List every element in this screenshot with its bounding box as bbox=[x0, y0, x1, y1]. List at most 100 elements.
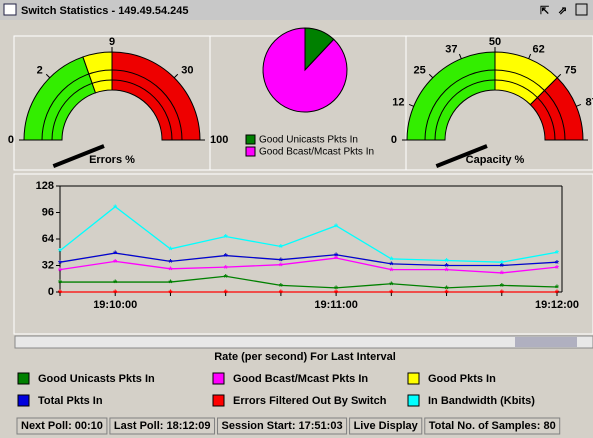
gauge-needle bbox=[435, 144, 488, 168]
y-tick-label: 32 bbox=[42, 259, 54, 271]
minimize-button[interactable]: ⇱ bbox=[540, 5, 549, 17]
point-marker: * bbox=[555, 289, 559, 300]
legend-label: Total Pkts In bbox=[38, 395, 103, 407]
gauge-tick bbox=[428, 73, 434, 79]
point-marker: * bbox=[445, 285, 449, 296]
close-button[interactable] bbox=[575, 3, 588, 16]
scrollbar[interactable] bbox=[14, 335, 593, 349]
point-marker: * bbox=[500, 262, 504, 273]
point-marker: * bbox=[58, 279, 62, 290]
gauge-tick bbox=[173, 73, 179, 79]
gauge-tick-label: 2 bbox=[37, 65, 43, 77]
point-marker: * bbox=[113, 203, 117, 214]
status-field: Last Poll: 18:12:09 bbox=[114, 420, 211, 432]
point-marker: * bbox=[389, 280, 393, 291]
point-marker: * bbox=[58, 259, 62, 270]
series-line bbox=[59, 257, 558, 274]
gauge-tick-label: 30 bbox=[181, 65, 193, 77]
gauge-inner-arc bbox=[41, 69, 183, 141]
point-marker: * bbox=[445, 262, 449, 273]
gauge-label: Capacity % bbox=[466, 154, 525, 166]
pie-slice bbox=[262, 27, 348, 113]
point-marker: * bbox=[445, 262, 449, 273]
gauge-tick-label: 100 bbox=[210, 134, 228, 146]
gauge-inner-arc bbox=[434, 79, 556, 141]
point-marker: * bbox=[224, 289, 228, 300]
point-marker: * bbox=[224, 252, 228, 263]
gauge-tick-label: 25 bbox=[413, 65, 425, 77]
gauge-tick-label: 0 bbox=[8, 134, 14, 146]
point-marker: * bbox=[58, 247, 62, 258]
point-marker: * bbox=[555, 259, 559, 270]
point-marker: * bbox=[113, 250, 117, 261]
gauge-tick bbox=[556, 73, 562, 79]
legend-checkbox[interactable] bbox=[212, 394, 225, 407]
point-marker: * bbox=[389, 256, 393, 267]
gauge-tick-label: 12 bbox=[392, 96, 404, 108]
legend-label: In Bandwidth (Kbits) bbox=[428, 395, 535, 407]
point-marker: * bbox=[389, 260, 393, 271]
gauge-inner-arc bbox=[51, 79, 173, 141]
gauge-needle bbox=[52, 144, 105, 168]
gauge-inner-arc bbox=[424, 69, 566, 141]
point-marker: * bbox=[113, 258, 117, 269]
point-marker: * bbox=[58, 266, 62, 277]
legend-checkbox[interactable] bbox=[17, 394, 30, 407]
point-marker: * bbox=[500, 270, 504, 281]
point-marker: * bbox=[279, 243, 283, 254]
point-marker: * bbox=[445, 289, 449, 300]
gauge-tick-label: 9 bbox=[109, 36, 115, 48]
series-line bbox=[59, 252, 558, 267]
legend-label: Good Bcast/Mcast Pkts In bbox=[233, 373, 368, 385]
point-marker: * bbox=[279, 256, 283, 267]
point-marker: * bbox=[168, 289, 172, 300]
pie-legend-label: Good Unicasts Pkts In bbox=[259, 135, 358, 146]
point-marker: * bbox=[445, 266, 449, 277]
status-box bbox=[109, 417, 216, 435]
legend-checkbox[interactable] bbox=[212, 372, 225, 385]
point-marker: * bbox=[113, 250, 117, 261]
point-marker: * bbox=[113, 279, 117, 290]
point-marker: * bbox=[113, 289, 117, 300]
point-marker: * bbox=[555, 284, 559, 295]
status-field: Live Display bbox=[354, 420, 419, 432]
point-marker: * bbox=[334, 285, 338, 296]
legend-label: Good Unicasts Pkts In bbox=[38, 373, 155, 385]
chart-panel bbox=[13, 173, 593, 335]
point-marker: * bbox=[500, 262, 504, 273]
point-marker: * bbox=[334, 251, 338, 262]
point-marker: * bbox=[168, 265, 172, 276]
point-marker: * bbox=[334, 251, 338, 262]
status-field: Total No. of Samples: 80 bbox=[429, 420, 556, 432]
gauge-tick bbox=[408, 103, 414, 107]
point-marker: * bbox=[445, 257, 449, 268]
series-line bbox=[60, 275, 558, 289]
status-box bbox=[217, 417, 348, 435]
gauge-tick-label: 62 bbox=[533, 43, 545, 55]
legend-checkbox[interactable] bbox=[407, 394, 420, 407]
legend-checkbox[interactable] bbox=[17, 372, 30, 385]
y-tick-label: 64 bbox=[42, 233, 55, 245]
point-marker: * bbox=[334, 255, 338, 266]
legend-label: Errors Filtered Out By Switch bbox=[233, 395, 387, 407]
gauge-tick-label: 87 bbox=[586, 96, 593, 108]
point-marker: * bbox=[500, 289, 504, 300]
point-marker: * bbox=[279, 261, 283, 272]
status-box bbox=[16, 417, 108, 435]
maximize-button[interactable]: ⇗ bbox=[558, 5, 567, 17]
window-icon bbox=[3, 3, 17, 16]
legend-checkbox[interactable] bbox=[407, 372, 420, 385]
x-tick-label: 19:12:00 bbox=[535, 299, 579, 311]
pie-legend-label: Good Bcast/Mcast Pkts In bbox=[259, 147, 374, 158]
y-tick-label: 0 bbox=[48, 286, 54, 298]
point-marker: * bbox=[555, 264, 559, 275]
scroll-thumb[interactable] bbox=[515, 337, 577, 347]
point-marker: * bbox=[58, 289, 62, 300]
status-field: Session Start: 17:51:03 bbox=[222, 420, 343, 432]
point-marker: * bbox=[279, 256, 283, 267]
point-marker: * bbox=[279, 282, 283, 293]
point-marker: * bbox=[224, 252, 228, 263]
chart-caption: Rate (per second) For Last Interval bbox=[214, 351, 396, 363]
